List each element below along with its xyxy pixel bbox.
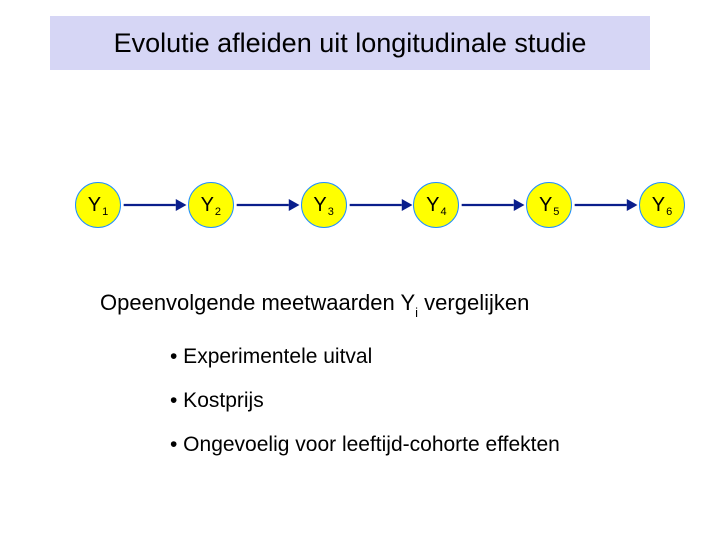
chain-node-label: Y4 (426, 195, 446, 215)
subtitle-prefix: Opeenvolgende meetwaarden Y (100, 290, 415, 315)
chain-node-label: Y2 (201, 195, 221, 215)
chain-node-label: Y3 (313, 195, 333, 215)
bullet-list: • Experimentele uitval • Kostprijs • Ong… (170, 345, 560, 477)
chain-node-label: Y6 (652, 195, 672, 215)
slide-title-text: Evolutie afleiden uit longitudinale stud… (114, 28, 587, 59)
chain-node: Y5 (526, 182, 572, 228)
arrow-icon (459, 182, 526, 228)
bullet-item: • Kostprijs (170, 389, 560, 413)
subtitle-sub: i (415, 305, 418, 320)
chain-node: Y3 (301, 182, 347, 228)
chain-node-label: Y5 (539, 195, 559, 215)
chain-node: Y4 (413, 182, 459, 228)
chain-node: Y6 (639, 182, 685, 228)
arrow-icon (572, 182, 639, 228)
bullet-item: • Experimentele uitval (170, 345, 560, 369)
chain-node: Y1 (75, 182, 121, 228)
subtitle-suffix: vergelijken (418, 290, 529, 315)
bullet-item: • Ongevoelig voor leeftijd-cohorte effek… (170, 433, 560, 457)
slide-title: Evolutie afleiden uit longitudinale stud… (50, 16, 650, 70)
subtitle: Opeenvolgende meetwaarden Yi vergelijken (100, 290, 529, 318)
node-chain: Y1 Y2 Y3 Y4 Y5 Y6 (75, 182, 685, 228)
chain-node-label: Y1 (88, 195, 108, 215)
arrow-icon (347, 182, 414, 228)
chain-node: Y2 (188, 182, 234, 228)
arrow-icon (121, 182, 188, 228)
arrow-icon (234, 182, 301, 228)
